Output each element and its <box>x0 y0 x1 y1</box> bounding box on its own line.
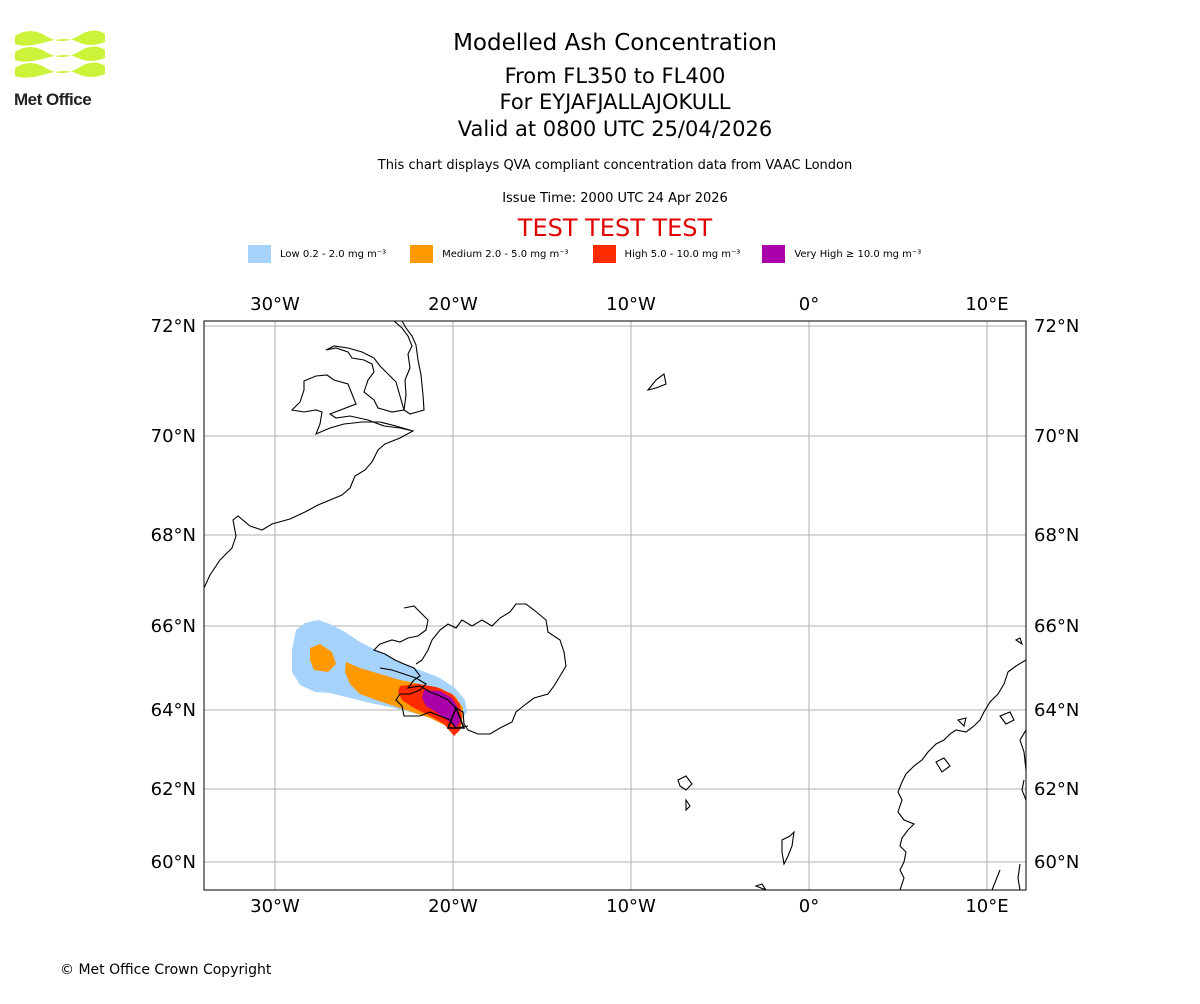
lon-tick-bottom: 30°W <box>250 896 300 917</box>
lat-tick-left: 60°N <box>151 852 196 873</box>
greenland-inlet <box>325 345 405 413</box>
lat-tick-left: 66°N <box>151 616 196 637</box>
volcano-marker <box>446 705 466 729</box>
iceland-west <box>379 667 469 729</box>
chart-title: Modelled Ash Concentration <box>453 30 777 56</box>
faroe-islands <box>677 775 693 812</box>
greenland-coast <box>204 321 425 589</box>
lat-labels-left: 72°N 70°N 68°N 66°N 64°N 62°N 60°N <box>151 316 196 873</box>
volcano-name: For EYJAFJALLAJOKULL <box>499 90 731 114</box>
chart-description: This chart displays QVA compliant concen… <box>377 158 853 173</box>
legend-swatch-low <box>248 245 271 263</box>
lon-tick-bottom: 0° <box>799 896 819 917</box>
legend-swatch-very-high <box>762 245 786 263</box>
lon-labels-top: 30°W 20°W 10°W 0° 10°E <box>250 294 1008 315</box>
lon-tick-bottom: 10°W <box>606 896 656 917</box>
legend-item-very-high: Very High ≥ 10.0 mg m⁻³ <box>762 245 921 263</box>
norway-coast <box>897 659 1026 890</box>
lat-tick-right: 72°N <box>1034 316 1079 337</box>
legend-label-low: Low 0.2 - 2.0 mg m⁻³ <box>280 248 387 260</box>
ash-very-high <box>422 690 460 728</box>
orkney <box>754 883 767 890</box>
lon-tick-top: 20°W <box>428 294 478 315</box>
legend-item-medium: Medium 2.0 - 5.0 mg m⁻³ <box>410 245 569 263</box>
map-frame <box>203 320 1027 891</box>
lat-tick-left: 72°N <box>151 316 196 337</box>
test-banner: TEST TEST TEST <box>517 214 713 242</box>
valid-time: Valid at 0800 UTC 25/04/2026 <box>457 117 773 141</box>
lat-tick-left: 62°N <box>151 779 196 800</box>
lat-tick-right: 68°N <box>1034 525 1079 546</box>
shetland <box>781 830 795 866</box>
met-office-waves-icon <box>15 30 105 78</box>
lat-tick-left: 64°N <box>151 700 196 721</box>
lat-tick-right: 64°N <box>1034 700 1079 721</box>
legend-label-very-high: Very High ≥ 10.0 mg m⁻³ <box>794 248 922 260</box>
lon-tick-top: 10°W <box>606 294 656 315</box>
lon-labels-bottom: 30°W 20°W 10°W 0° 10°E <box>250 896 1008 917</box>
lat-tick-right: 70°N <box>1034 426 1079 447</box>
lat-tick-right: 60°N <box>1034 852 1079 873</box>
legend-swatch-high <box>592 245 616 263</box>
iceland-coast <box>373 603 567 735</box>
legend-item-high: High 5.0 - 10.0 mg m⁻³ <box>592 245 741 263</box>
lat-labels-right: 72°N 70°N 68°N 66°N 64°N 62°N 60°N <box>1034 316 1079 873</box>
legend-label-medium: Medium 2.0 - 5.0 mg m⁻³ <box>442 248 569 260</box>
issue-time: Issue Time: 2000 UTC 24 Apr 2026 <box>502 191 728 206</box>
lon-tick-top: 10°E <box>965 294 1008 315</box>
logo-text: Met Office <box>14 90 92 109</box>
legend-label-high: High 5.0 - 10.0 mg m⁻³ <box>624 248 741 260</box>
lon-tick-bottom: 20°W <box>428 896 478 917</box>
coastlines <box>204 321 1026 890</box>
norway-island <box>1014 637 1024 646</box>
lat-tick-left: 68°N <box>151 525 196 546</box>
lat-tick-right: 62°N <box>1034 779 1079 800</box>
ash-plume <box>292 620 467 736</box>
lat-tick-right: 66°N <box>1034 616 1079 637</box>
met-office-logo: Met Office <box>12 28 112 114</box>
legend-swatch-medium <box>410 245 434 263</box>
copyright-notice: © Met Office Crown Copyright <box>60 962 272 978</box>
flight-levels: From FL350 to FL400 <box>504 64 726 88</box>
lon-tick-top: 30°W <box>250 294 300 315</box>
jan-mayen <box>646 373 667 391</box>
legend: Low 0.2 - 2.0 mg m⁻³ Medium 2.0 - 5.0 mg… <box>248 244 921 264</box>
lon-tick-bottom: 10°E <box>965 896 1008 917</box>
lon-tick-top: 0° <box>799 294 819 315</box>
lat-tick-left: 70°N <box>151 426 196 447</box>
legend-item-low: Low 0.2 - 2.0 mg m⁻³ <box>248 245 386 263</box>
graticule <box>204 321 1026 890</box>
